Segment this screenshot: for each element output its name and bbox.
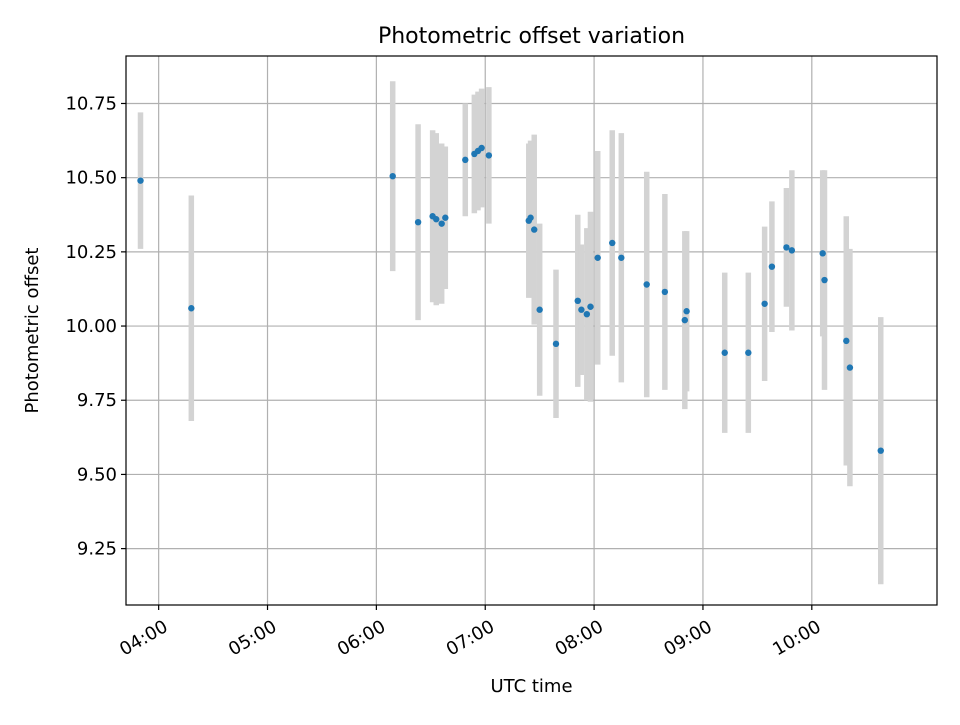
data-point (414, 218, 422, 226)
data-point (843, 337, 850, 345)
data-point (745, 349, 752, 356)
data-point (721, 349, 728, 356)
data-point (442, 214, 449, 221)
data-point (188, 305, 195, 312)
x-axis-label: UTC time (490, 676, 572, 697)
data-point (552, 340, 560, 348)
data-point (531, 226, 538, 233)
data-point (583, 310, 591, 318)
y-tick-label: 9.50 (77, 464, 117, 485)
y-tick-label: 10.75 (65, 93, 117, 114)
data-point (788, 247, 796, 254)
data-points (137, 144, 884, 454)
data-point (587, 303, 594, 310)
data-point (574, 297, 581, 305)
data-point (609, 239, 616, 247)
data-point (821, 276, 828, 284)
grid (126, 56, 937, 605)
y-tick-label: 9.75 (77, 390, 117, 411)
data-point (681, 316, 689, 324)
plot-frame (125, 55, 938, 606)
y-tick-label: 10.50 (65, 168, 117, 189)
data-point (438, 220, 445, 227)
data-point (536, 306, 543, 313)
data-point (643, 281, 650, 288)
data-point (478, 144, 485, 152)
data-point (618, 254, 625, 261)
y-tick-label: 10.00 (65, 316, 117, 337)
data-point (137, 177, 144, 184)
data-point (768, 263, 776, 270)
y-axis-label: Photometric offset (22, 248, 43, 414)
y-axis-ticks: 9.25 9.50 9.75 10.00 10.25 10.50 10.75 (65, 93, 126, 560)
data-point (389, 172, 396, 180)
data-point (527, 214, 534, 221)
data-point (846, 364, 854, 371)
data-point (433, 216, 440, 223)
data-point (761, 300, 768, 307)
data-point (819, 250, 826, 257)
y-tick-label: 9.25 (77, 539, 117, 560)
data-point (578, 306, 585, 313)
y-tick-label: 10.25 (65, 242, 117, 263)
data-point (783, 244, 790, 251)
data-point (877, 447, 884, 454)
data-point (594, 254, 601, 261)
data-point (462, 156, 469, 164)
data-point (661, 288, 669, 296)
data-point (683, 308, 690, 315)
chart-title: Photometric offset variation (378, 24, 685, 49)
data-point (485, 152, 493, 159)
